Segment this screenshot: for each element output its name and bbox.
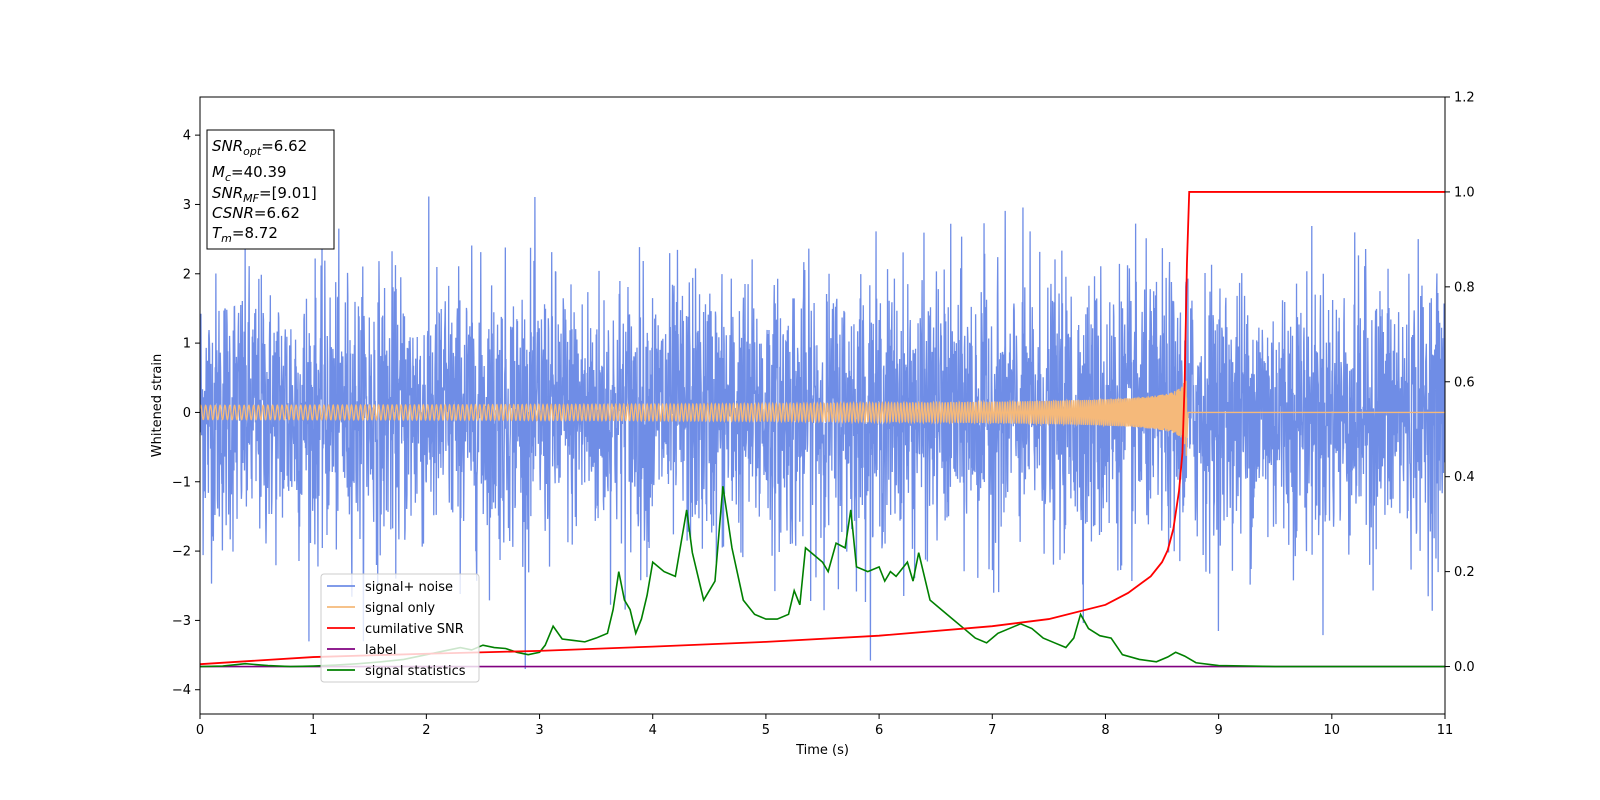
x-tick-label: 11 [1437, 723, 1454, 738]
series-signal-noise [200, 196, 1445, 669]
y-left-tick-label: 0 [183, 406, 191, 421]
y-left-tick-label: 1 [183, 337, 191, 352]
x-tick-label: 3 [535, 723, 543, 738]
x-tick-label: 9 [1214, 723, 1222, 738]
y-left-tick-label: 3 [183, 198, 191, 213]
y-right-tick-label: 0.2 [1454, 565, 1475, 580]
plot-frame [199, 96, 1446, 715]
y-right-tick-label: 1.2 [1454, 91, 1475, 106]
y-left-tick-label: −3 [172, 614, 191, 629]
legend-box [320, 573, 480, 683]
axes: 0 1 2 3 4 5 6 7 8 9 10 11 −4 −3 −2 −1 0 1 2 3 4 0.0 0.2 0.4 0.6 0… [150, 91, 1475, 759]
annotation-line: Mc=40.39 [212, 163, 287, 184]
y-left-tick-label: −1 [172, 475, 191, 490]
y-right-tick-label: 0.4 [1454, 470, 1475, 485]
annotation-frame [206, 129, 335, 250]
x-tick-label: 6 [875, 723, 883, 738]
legend-label: label [365, 643, 396, 658]
x-tick-label: 10 [1324, 723, 1341, 738]
annotation-box: SNRopt=6.62 Mc=40.39SNRMF=[9.01]CSNR=6.62… [206, 129, 335, 250]
y-left-tick-label: −2 [172, 545, 191, 560]
legend-label: signal only [365, 601, 435, 616]
y-right-tick-label: 0.6 [1454, 375, 1475, 390]
y-axis-label: Whitened strain [150, 354, 165, 457]
legend-label: signal statistics [365, 664, 466, 679]
y-left-tick-label: −4 [172, 683, 191, 698]
x-tick-label: 4 [649, 723, 657, 738]
x-tick-label: 8 [1101, 723, 1109, 738]
legend-label: signal+ noise [365, 580, 453, 595]
x-tick-label: 5 [762, 723, 770, 738]
x-tick-label: 7 [988, 723, 996, 738]
x-tick-label: 2 [422, 723, 430, 738]
annotation-line: Tm=8.72 [212, 224, 278, 245]
x-axis-label: Time (s) [795, 743, 849, 758]
y-left-tick-label: 4 [183, 129, 191, 144]
series-signal-only [200, 380, 1445, 456]
series-signal-statistics [200, 486, 1445, 668]
series-cumilative-snr [200, 191, 1445, 666]
y-right-tick-label: 0.0 [1454, 660, 1475, 675]
y-right-tick-label: 0.8 [1454, 280, 1475, 295]
annotation-line: CSNR=6.62 [212, 204, 300, 222]
legend: signal+ noise signal only cumilative SNR la… [320, 573, 480, 683]
annotation-line: SNRMF=[9.01] [212, 184, 317, 205]
y-right-tick-label: 1.0 [1454, 185, 1475, 200]
y-left-tick-label: 2 [183, 267, 191, 282]
annotation-line: SNRopt=6.62 [212, 137, 307, 158]
x-tick-label: 1 [309, 723, 317, 738]
x-tick-label: 0 [196, 723, 204, 738]
legend-label: cumilative SNR [365, 622, 464, 637]
